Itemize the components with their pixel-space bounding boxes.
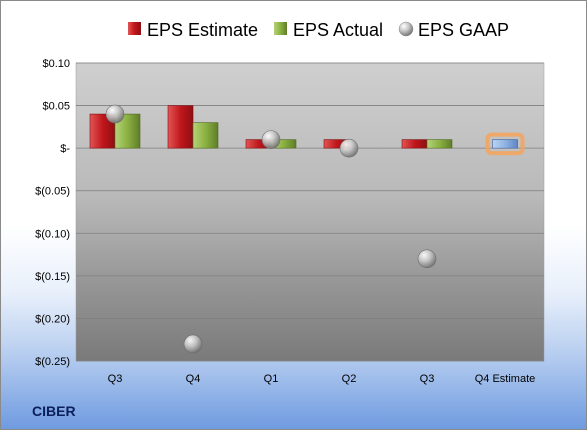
q4-estimate-glow [485,132,525,156]
eps-actual-bar [192,122,219,149]
y-tick-label: $0.05 [42,101,70,113]
y-tick-label: $0.10 [42,58,70,70]
q4-estimate-bar [492,139,518,149]
x-tick-label: Q2 [342,373,357,385]
x-tick-label: Q4 Estimate [475,373,536,385]
y-tick-label: $(0.15) [35,271,70,283]
legend-label-gaap: EPS GAAP [418,20,509,40]
eps-gaap-marker [183,334,203,354]
legend-swatch-estimate [128,22,141,35]
plot-area [75,62,545,362]
company-name: CIBER [32,403,76,419]
x-tick-label: Q1 [264,373,279,385]
x-tick-label: Q3 [108,373,123,385]
legend-label-actual: EPS Actual [293,20,383,40]
gaap-markers [105,104,437,354]
y-tick-label: $(0.20) [35,313,70,325]
eps-gaap-marker [105,104,125,124]
eps-actual-bar [426,139,453,149]
eps-gaap-marker [261,130,281,149]
y-tick-label: $- [60,143,70,155]
legend-label-estimate: EPS Estimate [147,20,258,40]
legend-swatch-gaap [398,21,414,37]
eps-estimate-bar [401,139,428,149]
legend-swatch-actual [274,22,287,35]
x-tick-label: Q4 [186,373,201,385]
y-tick-label: $(0.10) [35,228,70,240]
y-axis-labels: $0.10 $0.05 $- $(0.05) $(0.10) $(0.15) $(0.20)… [35,58,70,368]
gridlines [76,62,544,362]
x-tick-label: Q3 [420,373,435,385]
y-tick-label: $(0.25) [35,356,70,368]
eps-estimate-bar [167,105,194,149]
x-axis-labels: Q3 Q4 Q1 Q2 Q3 Q4 Estimate [108,373,536,385]
eps-gaap-marker [417,249,437,269]
legend: EPS Estimate EPS Actual EPS GAAP [128,20,509,40]
eps-gaap-marker [339,138,359,158]
y-tick-label: $(0.05) [35,186,70,198]
